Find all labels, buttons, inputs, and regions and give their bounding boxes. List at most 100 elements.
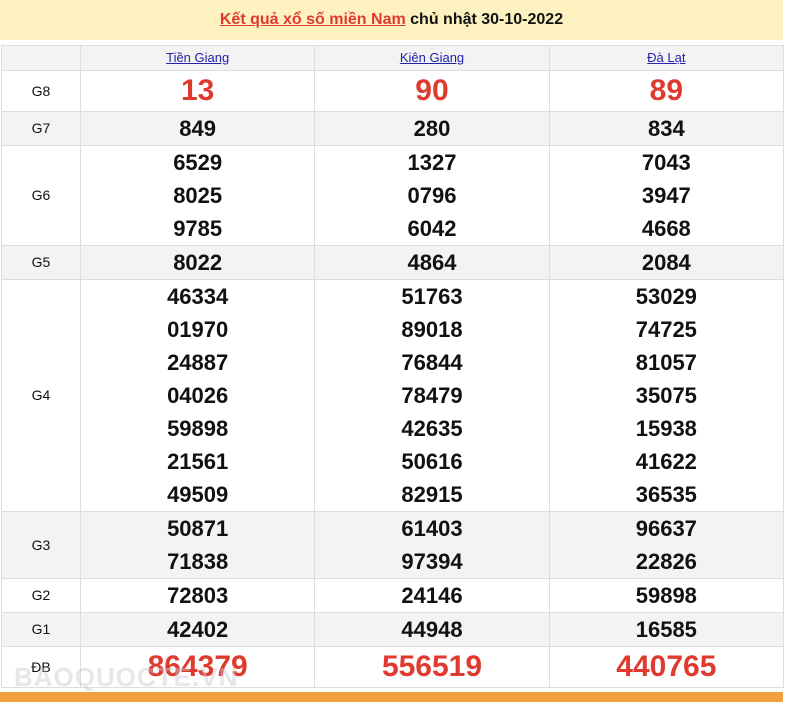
result-number: 97394 [401,549,463,574]
result-cell: 44948 [314,612,550,647]
result-cell: 280 [314,111,550,146]
result-number: 6042 [407,216,457,241]
prize-label: G5 [1,245,81,280]
result-number: 61403 [401,516,463,541]
result-number: 280 [413,116,451,141]
result-cell: 2084 [548,245,785,280]
prize-row-6: G3 50871 71838 61403 97394 96637 22826 [1,511,785,579]
province-cell: Đà Lạt [548,45,785,71]
result-number: 96637 [635,516,697,541]
result-number: 49509 [167,482,229,507]
result-number: 1327 [407,150,457,175]
prize-label: G8 [1,70,81,112]
result-number: 556519 [381,650,483,683]
prize-label: G7 [1,111,81,146]
result-number: 4864 [407,250,457,275]
prize-row-1: G8 13 90 89 [1,70,785,112]
result-cell: 6529 8025 9785 [79,145,316,246]
result-number: 440765 [616,650,717,683]
result-number: 90 [415,74,449,107]
prize-label: G2 [1,578,81,613]
result-number: 6529 [173,150,223,175]
result-number: 74725 [635,317,697,342]
result-number: 849 [179,116,217,141]
prize-label: G6 [1,145,81,246]
result-number: 50616 [401,449,463,474]
province-link[interactable]: Kiên Giang [399,50,465,65]
prize-row-9: ĐB 864379 556519 440765 [1,646,785,688]
header-row: Tiền Giang Kiên Giang Đà Lạt [1,45,785,71]
result-number: 71838 [167,549,229,574]
result-number: 44948 [401,617,463,642]
result-number: 16585 [635,617,697,642]
province-cell: Tiền Giang [79,45,316,71]
prize-row-3: G6 6529 8025 9785 1327 0796 6042 7043 3947 4668 [1,145,785,246]
result-cell: 4864 [314,245,550,280]
result-cell: 53029 74725 81057 35075 15938 41622 36535 [548,279,785,512]
result-cell: 89 [548,70,785,112]
result-number: 59898 [635,583,697,608]
result-number: 4668 [641,216,691,241]
result-cell: 556519 [314,646,550,688]
result-cell: 864379 [79,646,316,688]
result-number: 13 [180,74,215,107]
result-number: 50871 [167,516,229,541]
prize-row-7: G2 72803 24146 59898 [1,578,785,613]
prize-label: G1 [1,612,81,647]
footer-bar [0,692,783,702]
result-number: 81057 [635,350,697,375]
result-number: 42635 [401,416,463,441]
page-title: Kết quả xổ số miền Nam chủ nhật 30-10-20… [0,0,783,40]
result-cell: 42402 [79,612,316,647]
result-cell: 96637 22826 [548,511,785,579]
result-cell: 59898 [548,578,785,613]
result-number: 78479 [401,383,463,408]
result-cell: 24146 [314,578,550,613]
result-number: 76844 [401,350,463,375]
prize-row-8: G1 42402 44948 16585 [1,612,785,647]
result-cell: 16585 [548,612,785,647]
result-number: 51763 [401,284,463,309]
result-cell: 13 [79,70,316,112]
result-cell: 8022 [79,245,316,280]
result-number: 01970 [167,317,229,342]
result-number: 36535 [635,482,697,507]
result-number: 9785 [173,216,223,241]
result-cell: 90 [314,70,550,112]
watermark-logo: BAOQUOCTE.VN [14,662,239,692]
result-number: 89018 [401,317,463,342]
result-number: 8022 [173,250,223,275]
result-number: 82915 [401,482,463,507]
result-cell: 51763 89018 76844 78479 42635 50616 82915 [314,279,550,512]
result-number: 834 [647,116,685,141]
province-link[interactable]: Đà Lạt [647,50,686,65]
prize-label: G3 [1,511,81,579]
result-cell: 849 [79,111,316,146]
result-number: 864379 [147,650,248,683]
result-number: 22826 [635,549,697,574]
result-number: 72803 [167,583,229,608]
result-number: 59898 [167,416,229,441]
result-cell: 46334 01970 24887 04026 59898 21561 49509 [79,279,316,512]
result-number: 24887 [167,350,229,375]
result-cell: 834 [548,111,785,146]
province-cell: Kiên Giang [314,45,550,71]
corner-cell [1,45,81,71]
result-number: 41622 [635,449,697,474]
result-number: 24146 [401,583,463,608]
result-number: 46334 [167,284,229,309]
result-number: 15938 [635,416,697,441]
result-cell: 72803 [79,578,316,613]
result-number: 35075 [635,383,697,408]
result-number: 2084 [641,250,691,275]
province-link[interactable]: Tiền Giang [166,50,230,65]
result-number: 8025 [173,183,223,208]
prize-label: G4 [1,279,81,512]
prize-row-5: G4 46334 01970 24887 04026 59898 21561 49509 517… [1,279,785,512]
results-link[interactable]: Kết quả xổ số miền Nam [219,11,406,28]
results-table: Tiền Giang Kiên Giang Đà Lạt G8 13 90 89 G7 8… [1,45,785,688]
result-number: 0796 [407,183,457,208]
result-number: 04026 [167,383,229,408]
result-cell: 61403 97394 [314,511,550,579]
result-number: 7043 [641,150,691,175]
